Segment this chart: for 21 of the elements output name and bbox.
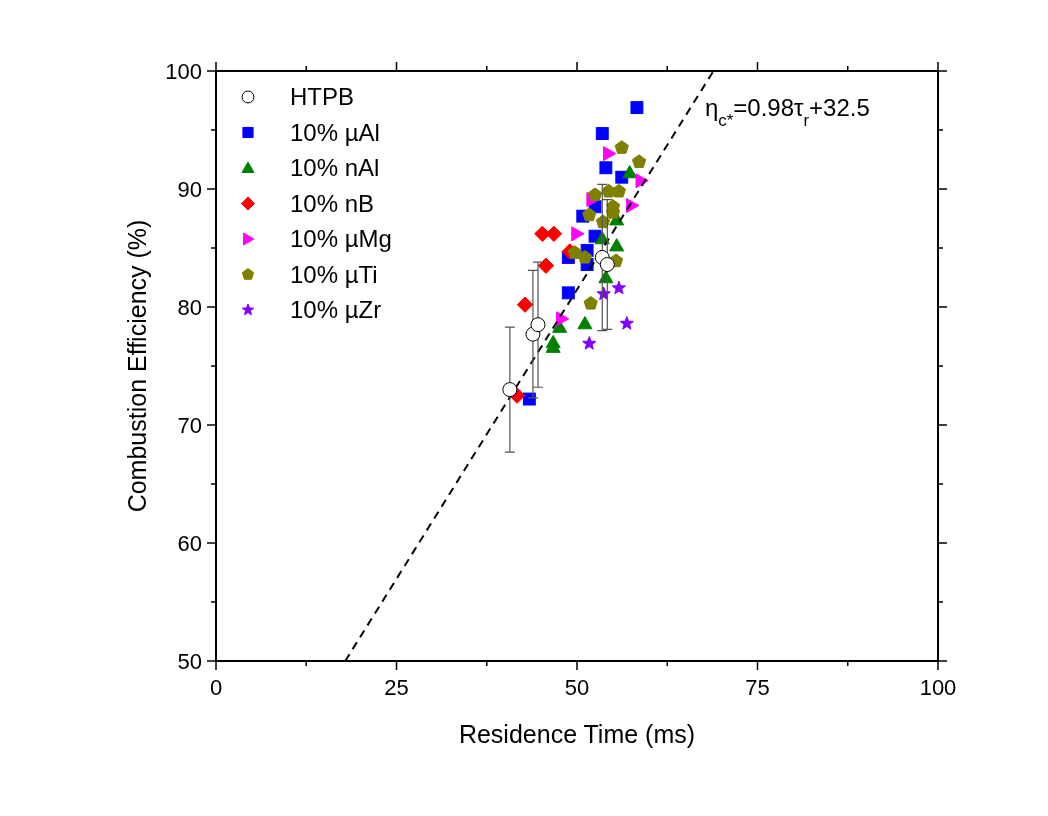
y-tick-label: 60: [177, 531, 202, 556]
y-tick-label: 90: [177, 177, 202, 202]
legend-label: 10% µTi: [290, 260, 378, 288]
x-tick-label: 50: [564, 675, 590, 700]
x-tick-label: 25: [384, 675, 409, 700]
y-tick-label: 80: [177, 295, 202, 320]
legend-label: 10% µZr: [290, 296, 382, 323]
legend-label: 10% nB: [290, 189, 375, 217]
y-tick-label: 70: [177, 413, 202, 438]
x-tick-label: 100: [919, 675, 957, 700]
legend-label: 10% nAl: [290, 154, 380, 181]
x-tick-label: 75: [745, 675, 770, 700]
legend-label: 10% µAl: [290, 118, 380, 146]
y-tick-label: 100: [165, 59, 202, 84]
legend-label: HTPB: [290, 83, 355, 110]
x-tick-label: 0: [209, 675, 223, 700]
legend-label: 10% µMg: [290, 225, 392, 252]
y-tick-label: 50: [177, 649, 202, 674]
annotation: η$_{c*}$=0.98τ$_{r}$+32.5: [705, 94, 870, 130]
x-axis-title: Residence Time (ms): [458, 720, 696, 748]
y-axis-title: Combustion Efficiency (%): [123, 219, 151, 513]
